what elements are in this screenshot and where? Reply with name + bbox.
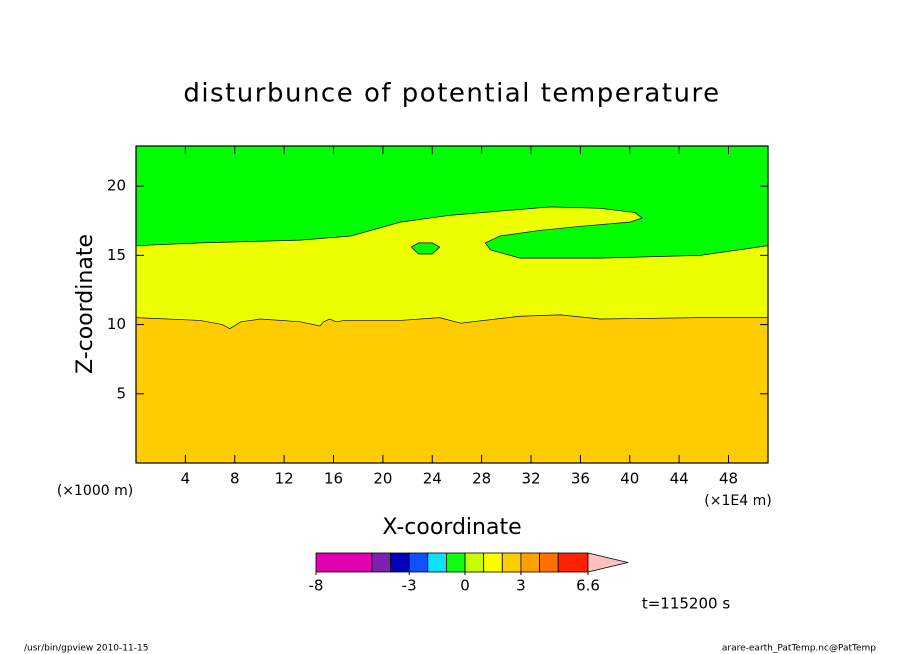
x-tick-label: 24 <box>423 470 442 488</box>
colorbar-box <box>408 552 429 573</box>
colorbar-box <box>557 552 589 573</box>
contour-line <box>135 206 769 259</box>
colorbar-extend <box>587 552 629 573</box>
time-label: t=115200 s <box>642 595 730 613</box>
colorbar-tick-label: 0 <box>460 577 470 595</box>
x-tick-label: 32 <box>521 470 540 488</box>
contour-line <box>135 314 768 330</box>
colorbar-box <box>539 552 559 573</box>
footer-right: arare-earth_PatTemp.nc@PatTemp <box>722 644 876 654</box>
colorbar-box <box>427 552 447 573</box>
colorbar-tick-label: -8 <box>309 577 324 595</box>
colorbar-box <box>315 552 373 573</box>
contour-line <box>410 242 441 255</box>
x-axis-label: X-coordinate <box>382 515 521 540</box>
contour-region <box>411 242 440 254</box>
y-axis-label: Z-coordinate <box>73 234 98 374</box>
colorbar-tick-label: -3 <box>402 577 417 595</box>
x-tick-label: 44 <box>670 470 689 488</box>
colorbar-box <box>520 552 540 573</box>
x-tick-label: 20 <box>373 470 392 488</box>
colorbar-box <box>371 552 391 573</box>
plot-frame <box>135 145 769 464</box>
footer-left: /usr/bin/gpview 2010-11-15 <box>24 644 148 654</box>
y-tick-label: 15 <box>107 246 126 264</box>
x-tick-label: 12 <box>275 470 294 488</box>
x-tick-label: 28 <box>472 470 491 488</box>
colorbar-box <box>464 552 485 573</box>
x-unit-left: (×1000 m) <box>57 483 133 499</box>
colorbar-tick-label: 3 <box>516 577 526 595</box>
x-unit-right: (×1E4 m) <box>704 493 771 509</box>
x-tick-label: 48 <box>719 470 738 488</box>
colorbar-tick-label: 6.6 <box>576 577 600 595</box>
x-tick-label: 16 <box>324 470 343 488</box>
x-tick-label: 4 <box>181 470 191 488</box>
y-tick-label: 20 <box>107 177 126 195</box>
y-tick-label: 10 <box>107 315 126 333</box>
x-tick-label: 40 <box>620 470 639 488</box>
y-tick-label: 5 <box>116 384 126 402</box>
colorbar-box <box>390 552 410 573</box>
x-tick-label: 8 <box>230 470 240 488</box>
x-tick-label: 36 <box>571 470 590 488</box>
chart-title: disturbunce of potential temperature <box>183 79 720 109</box>
colorbar-box <box>483 552 503 573</box>
contour-region <box>136 314 768 463</box>
colorbar-box <box>501 552 522 573</box>
colorbar-box <box>446 552 466 573</box>
